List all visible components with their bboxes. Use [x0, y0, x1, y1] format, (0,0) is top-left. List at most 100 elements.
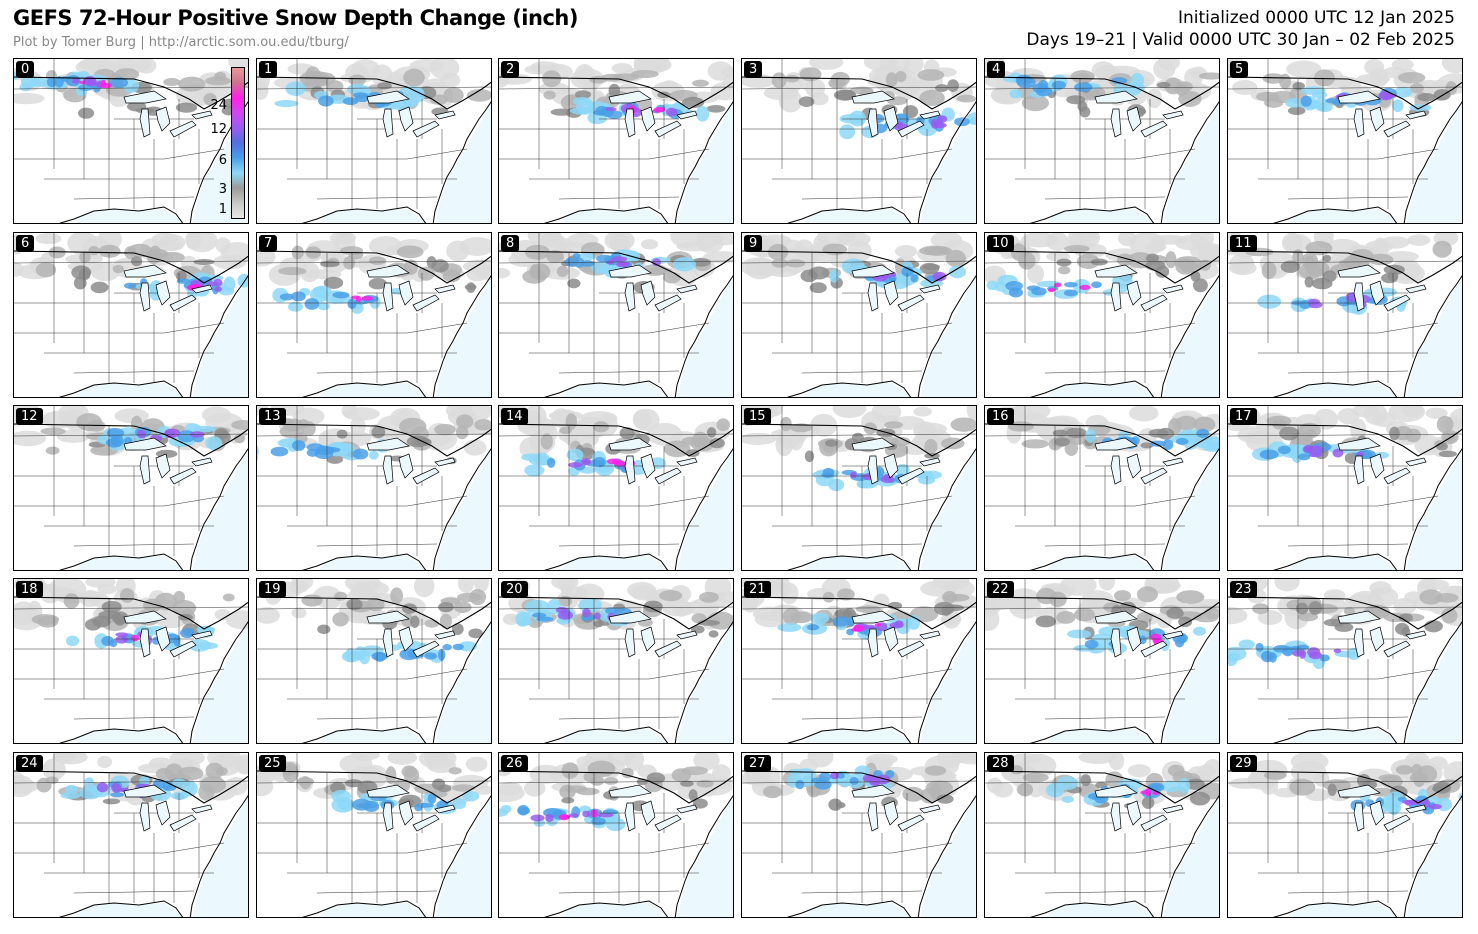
state-borders: [499, 59, 733, 209]
gulf-coastline: [301, 726, 427, 743]
gulf-of-mexico: [75, 556, 183, 570]
canada-border: [1228, 596, 1462, 630]
great-lake: [1094, 784, 1138, 798]
gulf-of-mexico: [1046, 903, 1154, 917]
atlantic-coastline: [1403, 101, 1462, 223]
great-lake: [1162, 804, 1184, 814]
great-lake: [1405, 630, 1427, 640]
state-borders: [14, 406, 248, 556]
member-panel-15: 15: [741, 405, 977, 571]
canada-border: [257, 596, 491, 630]
great-lake: [169, 120, 197, 138]
great-lake: [169, 294, 197, 312]
atlantic-ocean: [435, 276, 491, 397]
great-lake: [1383, 814, 1411, 832]
great-lake: [191, 110, 213, 120]
atlantic-ocean: [677, 449, 733, 570]
great-lake: [1162, 630, 1184, 640]
member-number-badge: 14: [501, 408, 528, 425]
snow-depth-map: [985, 753, 1219, 917]
great-lake: [1126, 280, 1142, 306]
snow-depth-map: [985, 233, 1219, 397]
member-panel-3: 3: [741, 58, 977, 224]
atlantic-ocean: [1163, 276, 1219, 397]
snow-depth-shading: [986, 753, 1219, 809]
member-number-badge: 9: [744, 235, 763, 252]
colorbar-tick-label: 24: [210, 98, 227, 113]
member-number-badge: 25: [259, 755, 286, 772]
great-lake: [1337, 610, 1381, 624]
canada-border: [14, 423, 248, 457]
member-number-badge: 10: [987, 235, 1014, 252]
gulf-coastline: [543, 380, 669, 397]
member-panel-11: 11: [1227, 232, 1463, 398]
state-borders: [1228, 753, 1462, 903]
great-lake: [382, 282, 394, 312]
great-lake: [851, 610, 895, 624]
snow-depth-map: [257, 59, 491, 223]
atlantic-ocean: [435, 622, 491, 743]
great-lake: [867, 282, 879, 312]
canada-border: [14, 770, 248, 804]
gulf-of-mexico: [1289, 903, 1397, 917]
great-lake: [1126, 626, 1142, 652]
great-lake: [1405, 457, 1427, 467]
great-lake: [1094, 610, 1138, 624]
member-number-badge: 18: [16, 581, 43, 598]
gulf-of-mexico: [75, 209, 183, 223]
great-lake: [155, 280, 171, 306]
member-number-badge: 22: [987, 581, 1014, 598]
great-lake: [897, 640, 925, 658]
great-lake: [434, 110, 456, 120]
great-lake: [1110, 802, 1122, 832]
great-lake: [434, 630, 456, 640]
atlantic-ocean: [192, 276, 248, 397]
great-lake: [654, 467, 682, 485]
gulf-coastline: [1272, 380, 1398, 397]
snow-depth-map: [499, 233, 733, 397]
gulf-of-mexico: [318, 903, 426, 917]
member-number-badge: 5: [1230, 61, 1249, 78]
atlantic-ocean: [192, 796, 248, 917]
member-panel-4: 4: [984, 58, 1220, 224]
member-panel-26: 26: [498, 752, 734, 918]
atlantic-coastline: [917, 621, 976, 743]
member-panel-14: 14: [498, 405, 734, 571]
great-lake: [155, 800, 171, 826]
gulf-of-mexico: [803, 729, 911, 743]
great-lake: [640, 800, 656, 826]
great-lake: [412, 120, 440, 138]
great-lake: [1383, 467, 1411, 485]
canada-border: [985, 596, 1219, 630]
atlantic-coastline: [1160, 101, 1219, 223]
great-lake: [1126, 800, 1142, 826]
atlantic-coastline: [189, 621, 248, 743]
gulf-of-mexico: [560, 209, 668, 223]
member-number-badge: 16: [987, 408, 1014, 425]
canada-border: [985, 76, 1219, 110]
canada-border: [499, 76, 733, 110]
gulf-coastline: [786, 206, 912, 223]
great-lake: [123, 610, 167, 624]
gulf-coastline: [58, 553, 184, 570]
atlantic-ocean: [192, 622, 248, 743]
snow-depth-map: [14, 579, 248, 743]
state-borders: [14, 579, 248, 729]
canada-border: [742, 250, 976, 284]
great-lake: [608, 90, 652, 104]
member-panel-24: 24: [13, 752, 249, 918]
gulf-of-mexico: [318, 556, 426, 570]
snow-depth-map: [14, 233, 248, 397]
great-lake: [851, 264, 895, 278]
great-lake: [1162, 457, 1184, 467]
atlantic-coastline: [1403, 621, 1462, 743]
state-borders: [257, 233, 491, 383]
atlantic-coastline: [432, 448, 491, 570]
gulf-of-mexico: [1046, 383, 1154, 397]
atlantic-ocean: [1163, 796, 1219, 917]
gulf-coastline: [1272, 726, 1398, 743]
state-borders: [257, 59, 491, 209]
state-borders: [257, 579, 491, 729]
great-lake: [654, 814, 682, 832]
member-number-badge: 3: [744, 61, 763, 78]
